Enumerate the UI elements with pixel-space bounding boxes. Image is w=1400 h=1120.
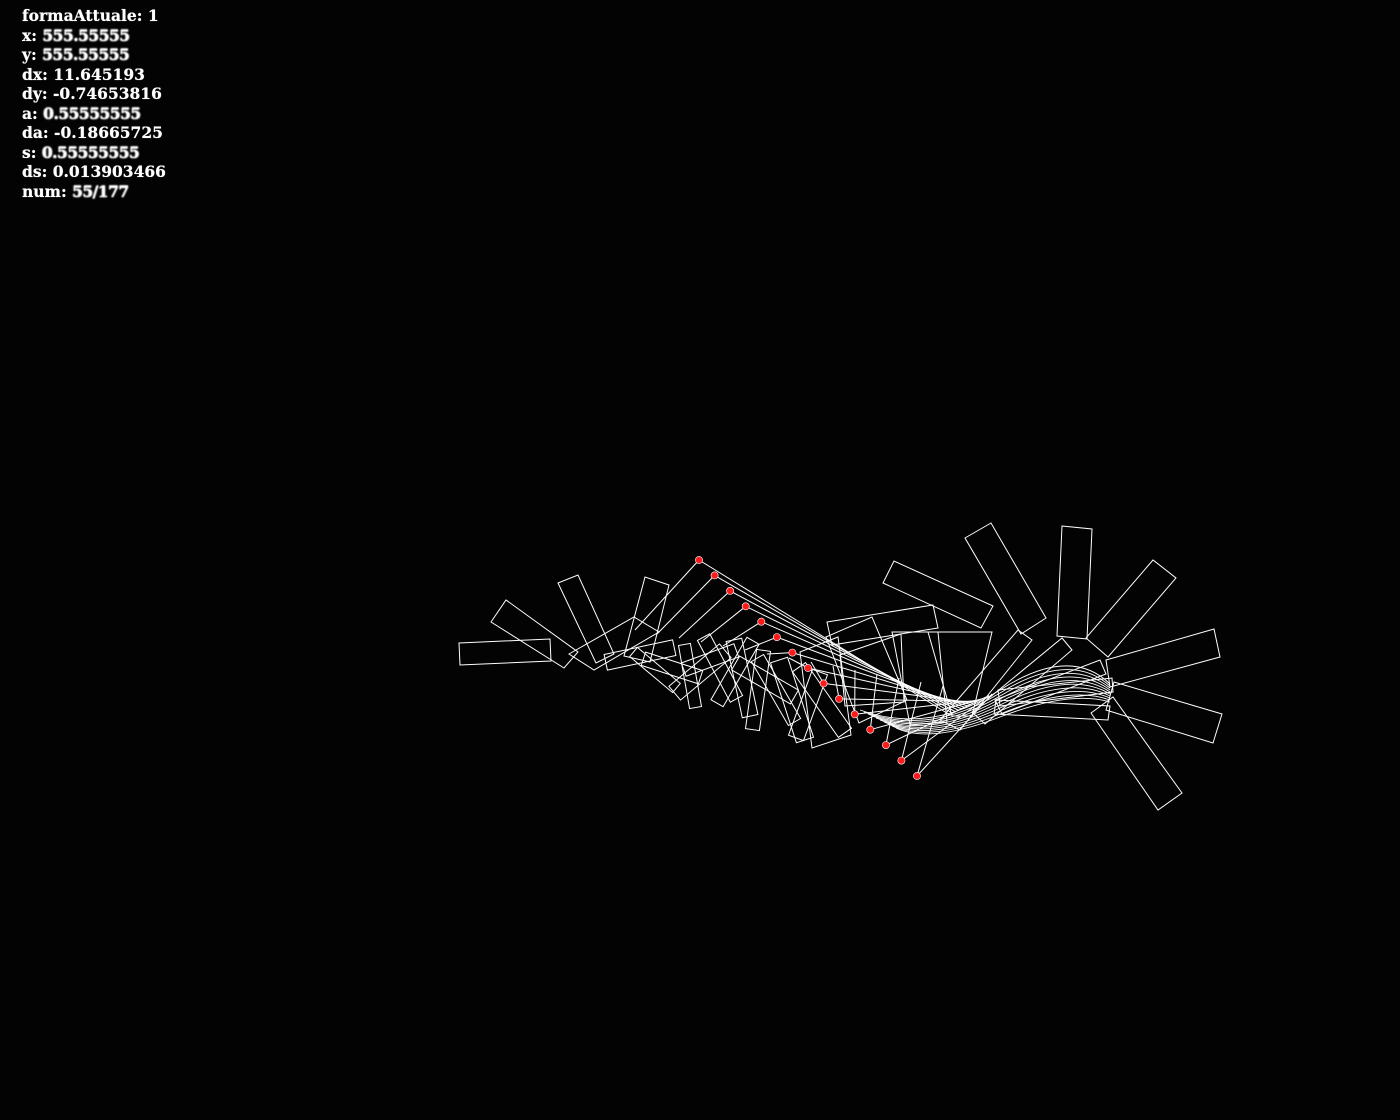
pivot-marker-11 — [850, 710, 859, 719]
hub-strand-1 — [859, 665, 1111, 720]
hud-y: y: 555.55555 — [22, 45, 130, 64]
spoke-to-hub-2 — [714, 574, 954, 714]
hud-a: a: 0.55555555 — [22, 103, 141, 123]
spoke-to-hub-13 — [885, 696, 987, 746]
pivot-marker-8 — [804, 664, 812, 672]
pivot-marker-13 — [882, 741, 890, 749]
spoke-to-base-5 — [722, 621, 762, 647]
outline-rect-10 — [1105, 628, 1221, 688]
outline-rect-11 — [1105, 681, 1223, 744]
spoke-to-hub-9 — [823, 682, 975, 704]
spoke-to-base-14 — [900, 681, 922, 761]
spoke-lines — [634, 559, 1111, 777]
spoke-to-hub-10 — [839, 698, 978, 702]
pivot-markers — [695, 556, 921, 780]
spoke-to-hub-4 — [745, 605, 960, 711]
hub-strand-4 — [871, 676, 1111, 725]
outline-rect-23 — [993, 699, 1111, 721]
spoke-to-hub-8 — [807, 667, 972, 705]
cluster-rect-9 — [787, 668, 829, 742]
spoke-to-base-9 — [810, 661, 825, 684]
outline-rect-3 — [557, 574, 615, 664]
pivot-marker-15 — [913, 772, 921, 780]
spoke-to-base-3 — [678, 590, 731, 639]
spoke-to-hub-15 — [916, 693, 993, 777]
hud-forma-attuale: formaAttuale: 1 — [22, 6, 159, 25]
spoke-to-base-7 — [766, 652, 793, 655]
outline-rect-7 — [964, 522, 1047, 635]
hud-ds: ds: 0.013903466 — [22, 162, 166, 181]
pivot-marker-14 — [897, 756, 906, 765]
hub-strand-10 — [895, 697, 1111, 735]
pivot-marker-4 — [741, 602, 750, 611]
spoke-to-base-2 — [656, 575, 715, 635]
outline-rect-1 — [458, 638, 552, 666]
outline-rect-9 — [1085, 559, 1177, 658]
pivot-marker-6 — [773, 633, 781, 641]
hub-strand-3 — [867, 672, 1111, 723]
spoke-to-hub-1 — [698, 559, 951, 716]
cluster-rect-7 — [750, 653, 802, 727]
outline-rect-15 — [839, 633, 905, 707]
cluster-rect-11 — [677, 642, 703, 710]
outline-rect-6 — [882, 560, 994, 629]
cluster-rect-5 — [725, 637, 759, 719]
outline-rect-20 — [971, 637, 1073, 725]
outline-rect-12 — [1090, 696, 1183, 811]
spoke-to-base-12 — [869, 673, 878, 730]
outline-rect-13 — [826, 604, 939, 646]
cluster-rect-15 — [628, 646, 682, 694]
pivot-marker-12 — [866, 725, 875, 734]
spoke-to-hub-11 — [854, 699, 981, 715]
hud-num: num: 55/177 — [22, 181, 129, 201]
cluster-rect-2 — [640, 651, 704, 685]
outline-rect-2 — [490, 599, 579, 669]
cluster-rect-8 — [769, 656, 815, 744]
outline-rect-14 — [825, 616, 908, 724]
cluster-rect-10 — [791, 661, 853, 739]
cluster-rect-6 — [744, 648, 772, 732]
debug-overlay: formaAttuale: 1 x: 555.55555 y: 555.5555… — [22, 6, 166, 201]
rectangle-trail — [458, 522, 1223, 811]
hud-x: x: 555.55555 — [22, 25, 130, 45]
hub-strand-7 — [883, 687, 1111, 730]
cluster-rect-13 — [730, 655, 800, 705]
pivot-marker-1 — [695, 556, 703, 564]
pivot-marker-7 — [788, 648, 797, 657]
spoke-to-base-4 — [700, 605, 747, 643]
outline-rect-8 — [1056, 525, 1093, 640]
pivot-marker-3 — [726, 587, 734, 595]
spoke-to-base-1 — [634, 559, 700, 631]
pivot-marker-10 — [835, 695, 843, 703]
hud-s: s: 0.55555555 — [22, 142, 140, 162]
cluster-rect-1 — [603, 639, 677, 671]
hub-strand-9 — [891, 694, 1111, 733]
spoke-to-base-6 — [744, 636, 778, 651]
spoke-to-base-13 — [885, 677, 900, 746]
spoke-to-base-15 — [916, 685, 944, 777]
hub-strand-8 — [887, 690, 1111, 732]
pivot-marker-9 — [819, 679, 828, 688]
cluster-rect-4 — [696, 633, 744, 703]
spoke-to-base-10 — [832, 665, 840, 699]
hud-dy: dy: -0.74653816 — [22, 84, 162, 103]
hub-strand-5 — [875, 680, 1111, 727]
hub-strand-6 — [879, 683, 1111, 728]
cluster-rect-14 — [680, 643, 740, 677]
cluster-rect-3 — [668, 643, 732, 701]
pivot-marker-2 — [710, 571, 719, 580]
hud-da: da: -0.18665725 — [22, 123, 163, 142]
hub-strand-2 — [863, 669, 1111, 722]
hud-dx: dx: 11.645193 — [22, 64, 145, 84]
outline-rect-4 — [623, 576, 670, 663]
pivot-marker-5 — [757, 617, 766, 626]
